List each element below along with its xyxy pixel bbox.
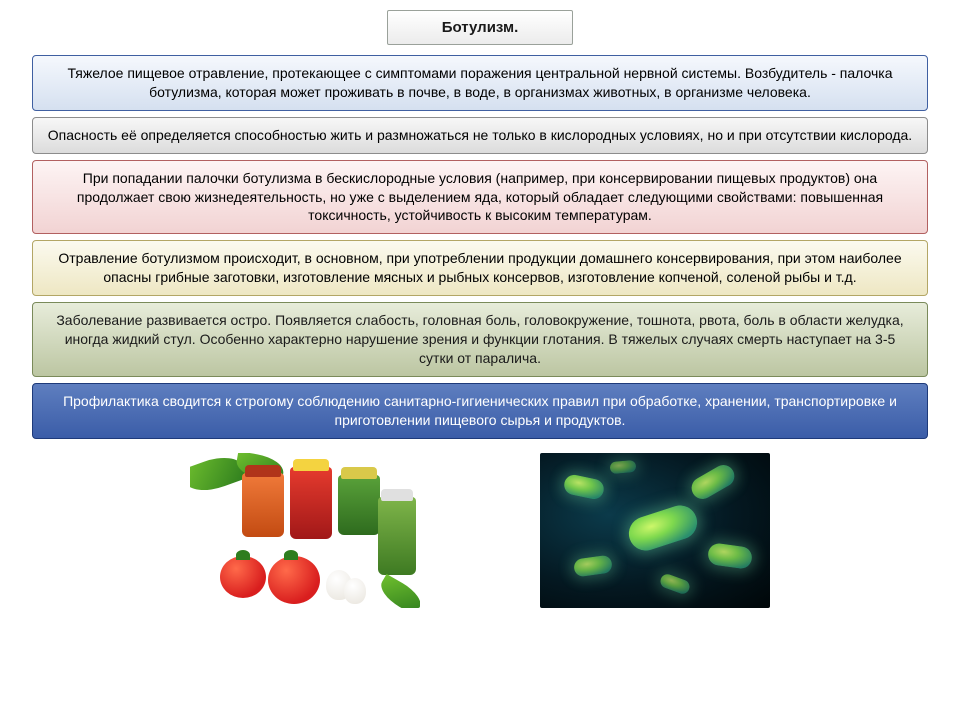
bacterium-icon	[688, 461, 739, 503]
bacterium-icon	[562, 473, 605, 501]
box-danger: Опасность её определяется способностью ж…	[32, 117, 928, 154]
box-sources: Отравление ботулизмом происходит, в осно…	[32, 240, 928, 296]
jar-icon	[378, 497, 416, 575]
bacterium-icon	[610, 459, 637, 473]
garlic-icon	[344, 578, 366, 604]
box-symptoms: Заболевание развивается остро. Появляетс…	[32, 302, 928, 377]
image-bacteria	[540, 453, 770, 608]
box-definition: Тяжелое пищевое отравление, протекающее …	[32, 55, 928, 111]
bacterium-icon	[573, 554, 613, 577]
bacterium-icon	[707, 542, 754, 570]
box-prevention: Профилактика сводится к строгому соблюде…	[32, 383, 928, 439]
image-canned-food	[190, 453, 420, 608]
tomato-icon	[220, 556, 266, 598]
jar-icon	[290, 467, 332, 539]
page-title: Ботулизм.	[387, 10, 574, 45]
jar-icon	[242, 473, 284, 537]
box-toxin: При попадании палочки ботулизма в бескис…	[32, 160, 928, 235]
tomato-icon	[268, 556, 320, 604]
jar-icon	[338, 475, 380, 535]
bacterium-icon	[624, 501, 701, 555]
leaf-icon	[376, 574, 420, 608]
images-row	[32, 453, 928, 712]
title-container: Ботулизм.	[32, 10, 928, 45]
bacterium-icon	[659, 572, 692, 595]
